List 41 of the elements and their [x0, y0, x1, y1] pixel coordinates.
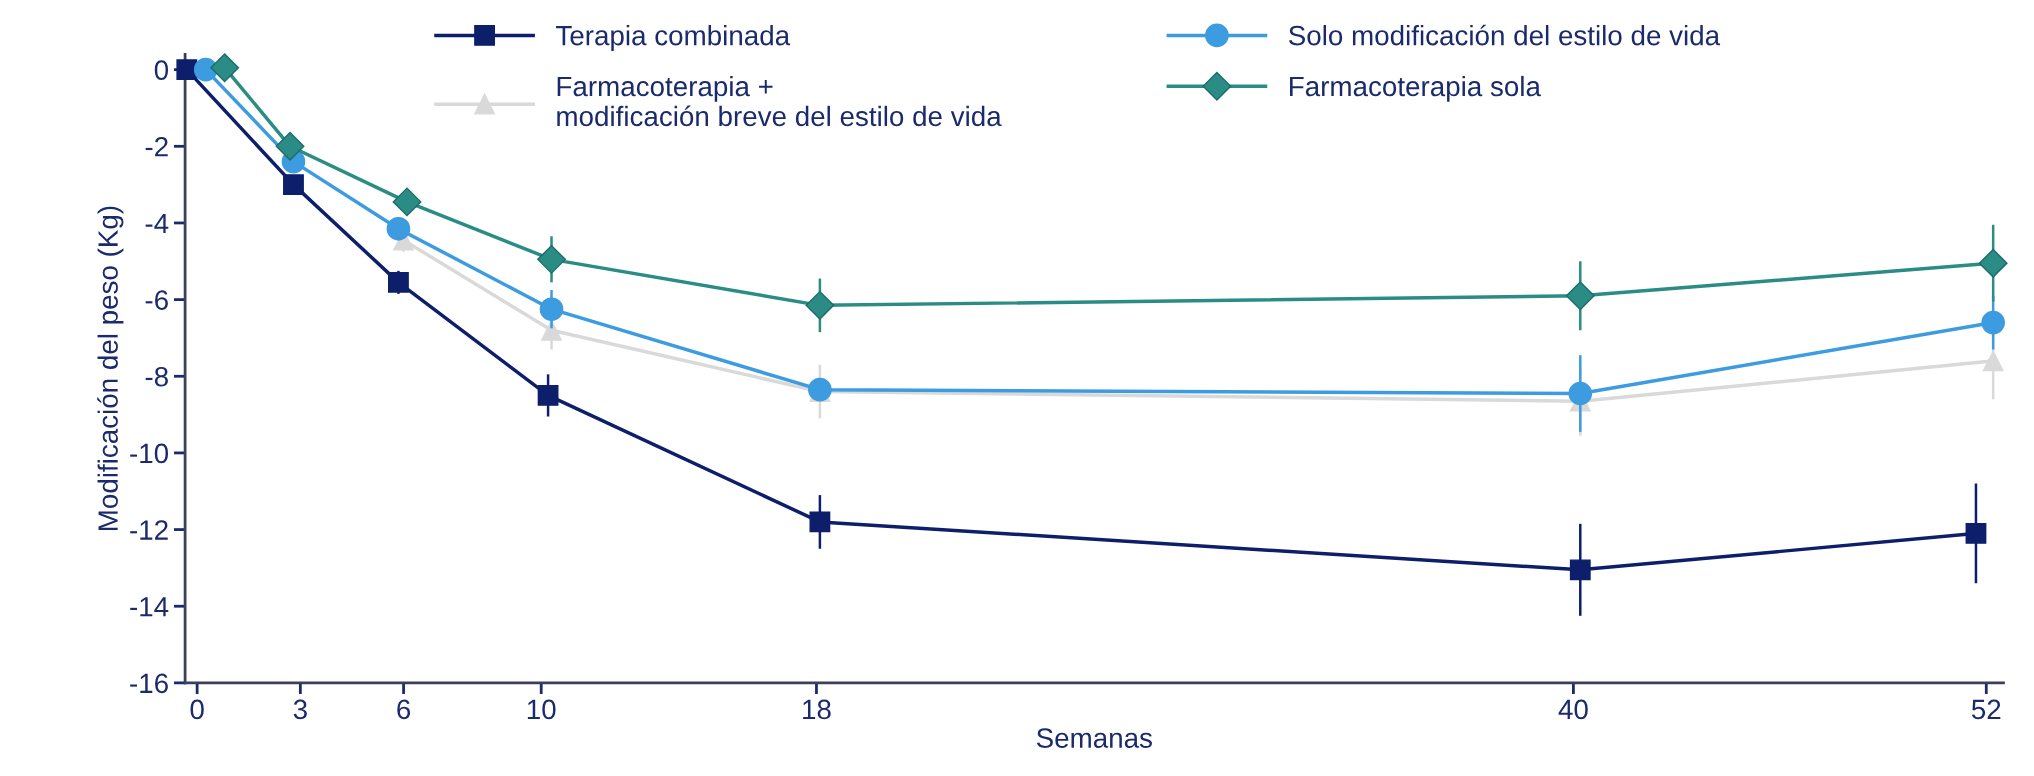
point: [283, 174, 304, 196]
x-tick-label: 18: [803, 699, 831, 720]
x-tick-label: 6: [397, 699, 411, 720]
point: [176, 59, 198, 81]
point: [386, 216, 411, 241]
y-tick-label: -4: [145, 213, 169, 234]
point: [1978, 248, 2008, 278]
y-tick-label: 0: [154, 60, 169, 80]
x-axis-title: Semanas: [1036, 728, 1152, 748]
point: [1981, 310, 2005, 335]
point: [1965, 522, 1987, 544]
point: [1982, 350, 2004, 372]
y-tick-label: -14: [130, 597, 169, 617]
x-tick-label: 3: [293, 699, 307, 720]
x-tick-label: 10: [527, 699, 556, 720]
point: [537, 385, 559, 406]
y-tick-label: -10: [130, 443, 169, 464]
legend-label: Farmacoterapia + modificación breve del estilo de vida: [557, 75, 1002, 127]
x-tick-label: 0: [190, 699, 204, 720]
point: [392, 187, 422, 217]
y-tick-label: -12: [130, 520, 168, 540]
point: [1568, 381, 1593, 406]
y-tick-label: -8: [145, 366, 168, 387]
point: [1565, 281, 1595, 311]
point: [537, 244, 566, 274]
x-tick-label: 40: [1558, 699, 1588, 720]
x-tick-label: 52: [1971, 699, 2001, 720]
legend-label: Farmacoterapia sola: [1290, 75, 1541, 102]
point: [387, 271, 409, 293]
y-axis-title: Modificación del peso (Kg): [97, 206, 124, 530]
y-tick-label: -2: [145, 136, 168, 157]
y-tick-label: -16: [130, 673, 168, 694]
point: [1569, 559, 1591, 581]
point: [275, 131, 305, 161]
point: [809, 511, 831, 533]
point: [539, 297, 564, 321]
y-tick-label: -6: [145, 290, 168, 310]
point: [210, 53, 240, 83]
legend-label: Terapia combinada: [556, 25, 791, 51]
legend-label: Solo modificación del estilo de vida: [1289, 24, 1721, 46]
point: [805, 290, 835, 320]
